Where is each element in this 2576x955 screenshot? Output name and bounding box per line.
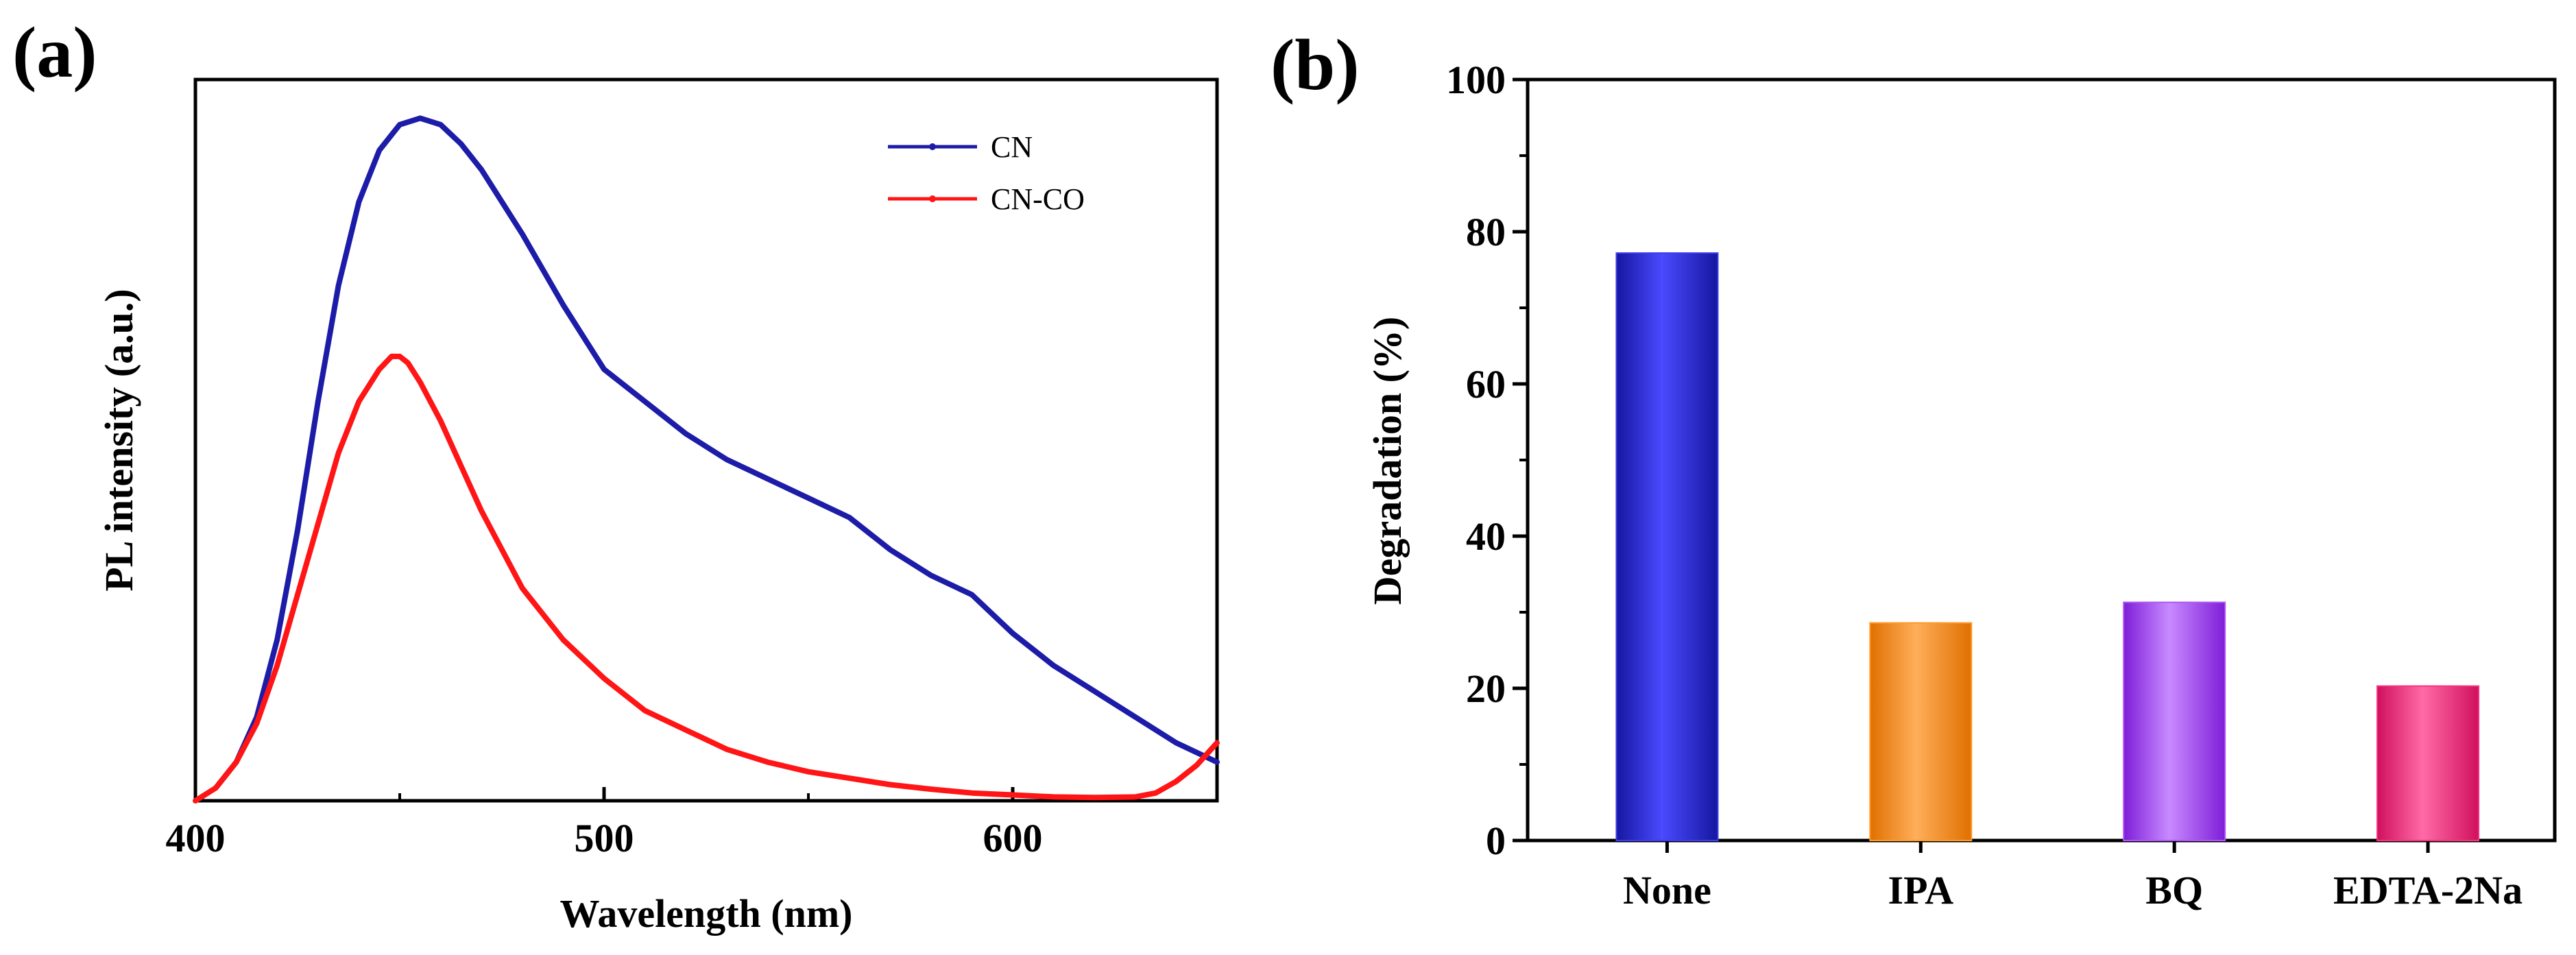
- panel-b-bar-chart: (b) 0 20 40 60 80 100 None IPA BQ EDTA-2Na Degra…: [1271, 25, 2557, 912]
- x-ticks-a: [193, 787, 1015, 801]
- y-ticks-b: [1513, 77, 2430, 853]
- legend-a: CN CN-CO: [888, 130, 1085, 216]
- series-line-cn-co: [193, 353, 1220, 803]
- bar-edta-2na: [2376, 685, 2480, 841]
- bar-bq: [2123, 601, 2226, 841]
- x-tick-label: 500: [575, 816, 634, 860]
- y-axis-title-a: PL intensity (a.u.): [97, 289, 141, 592]
- bars-b: [1615, 252, 2480, 841]
- legend-marker-cn-co: [929, 195, 936, 202]
- series-line-cn: [213, 115, 1220, 791]
- y-tick-label: 60: [1466, 362, 1506, 407]
- y-axis-title-b: Degradation (%): [1365, 317, 1410, 605]
- bar-ipa: [1869, 622, 1973, 841]
- y-tick-labels-b: 0 20 40 60 80 100: [1446, 58, 1506, 863]
- plot-frame-a: [193, 77, 1219, 803]
- bar-none: [1615, 252, 1719, 841]
- x-tick-label: 400: [166, 816, 226, 860]
- legend-label-cn-co: CN-CO: [991, 182, 1085, 216]
- category-label: EDTA-2Na: [2333, 868, 2523, 912]
- x-tick-labels-a: 400 500 600: [166, 816, 1043, 860]
- panel-label-a: (a): [12, 12, 97, 93]
- x-tick-label: 600: [983, 816, 1043, 860]
- category-labels-b: None IPA BQ EDTA-2Na: [1623, 868, 2523, 912]
- category-label: BQ: [2145, 868, 2203, 912]
- y-tick-label: 80: [1466, 210, 1506, 254]
- legend-label-cn: CN: [991, 130, 1033, 164]
- series-lines-a: [193, 115, 1220, 803]
- y-tick-label: 100: [1446, 58, 1506, 102]
- category-label: IPA: [1888, 868, 1954, 912]
- panel-label-b: (b): [1271, 25, 1360, 105]
- panel-a-line-chart: (a) 400 500 600 CN CN-CO Wavelength (nm) P…: [12, 12, 1220, 936]
- category-label: None: [1623, 868, 1711, 912]
- x-axis-title-a: Wavelength (nm): [560, 891, 853, 936]
- y-tick-label: 40: [1466, 514, 1506, 559]
- y-tick-label: 20: [1466, 666, 1506, 711]
- legend-marker-cn: [929, 143, 936, 150]
- y-tick-label: 0: [1486, 819, 1506, 863]
